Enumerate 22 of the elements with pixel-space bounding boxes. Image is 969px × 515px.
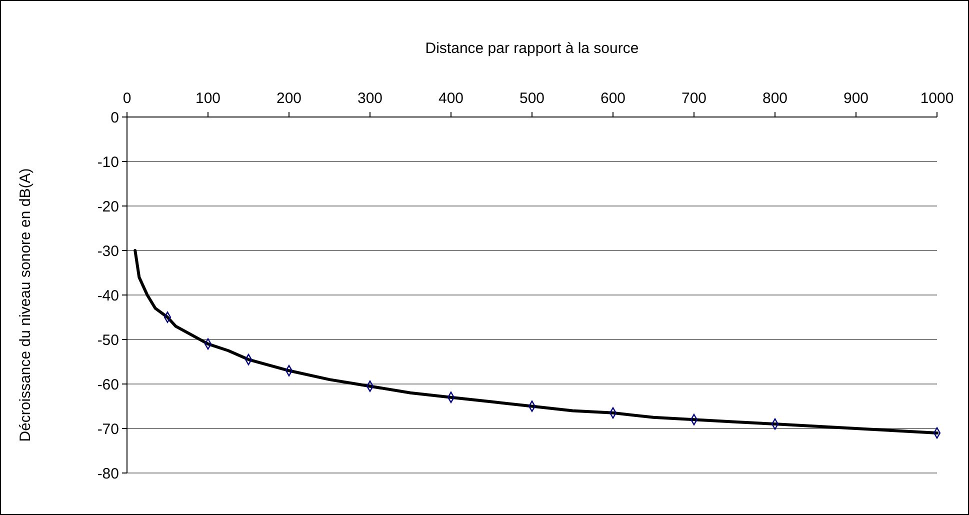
y-tick-label: -50 [97, 332, 119, 349]
y-tick-label: -30 [97, 242, 119, 260]
x-tick-label: 100 [195, 90, 221, 107]
x-tick-label: 200 [276, 90, 302, 107]
x-tick-label: 800 [762, 90, 788, 107]
x-tick-label: 1000 [920, 90, 954, 107]
y-tick-label: -70 [97, 420, 119, 438]
x-tick-label: 600 [600, 90, 626, 107]
y-tick-label: -80 [97, 465, 119, 482]
y-tick-label: -10 [97, 154, 119, 171]
x-tick-label: 500 [519, 90, 545, 107]
y-tick-label: -60 [97, 376, 119, 394]
x-tick-label: 400 [438, 90, 464, 107]
y-tick-label: -20 [97, 198, 119, 216]
x-axis-title: Distance par rapport à la source [425, 40, 639, 57]
x-tick-label: 700 [681, 90, 707, 107]
x-tick-label: 0 [122, 90, 132, 107]
y-tick-label: -40 [97, 287, 119, 304]
x-tick-label: 900 [843, 90, 869, 107]
x-tick-label: 300 [357, 90, 383, 107]
y-axis-title: Décroissance du niveau sonore en dB(A) [17, 168, 34, 442]
y-tick-label: 0 [110, 109, 119, 126]
